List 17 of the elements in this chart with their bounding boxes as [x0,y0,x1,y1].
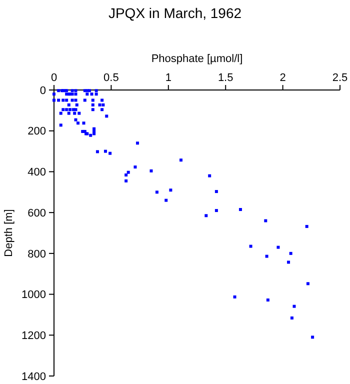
y-tick-label: 800 [28,248,46,260]
y-tick-label: 1000 [22,289,46,302]
y-tick-label: 400 [28,166,46,179]
y-tick-label: 1400 [22,370,46,383]
y-tick-label: 1200 [22,330,46,342]
y-tick-label: 200 [28,126,46,138]
x-tick-label: 0 [50,72,58,84]
y-tick-label: 0 [40,84,46,97]
x-tick-label: 1.5 [218,72,234,84]
x-tick-label: 0.5 [104,72,119,84]
y-axis-title: Depth [m] [3,209,15,257]
x-tick-label: 2 [280,72,286,84]
x-tick-label: 2.5 [332,72,348,84]
y-tick-label: 600 [28,207,46,220]
chart-title: JPQX in March, 1962 [108,5,242,21]
x-axis-title: Phosphate [µmol/l] [151,53,243,65]
x-tick-label: 1 [165,72,172,84]
